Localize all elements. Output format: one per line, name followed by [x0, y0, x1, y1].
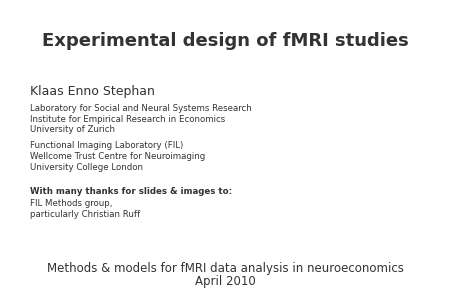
- Text: University of Zurich: University of Zurich: [30, 125, 115, 134]
- Text: FIL Methods group,: FIL Methods group,: [30, 200, 112, 208]
- Text: particularly Christian Ruff: particularly Christian Ruff: [30, 210, 140, 219]
- Text: Methods & models for fMRI data analysis in neuroeconomics: Methods & models for fMRI data analysis …: [46, 262, 404, 275]
- Text: Wellcome Trust Centre for Neuroimaging: Wellcome Trust Centre for Neuroimaging: [30, 152, 205, 161]
- Text: Functional Imaging Laboratory (FIL): Functional Imaging Laboratory (FIL): [30, 142, 183, 151]
- Text: Klaas Enno Stephan: Klaas Enno Stephan: [30, 85, 155, 98]
- Text: April 2010: April 2010: [194, 275, 256, 288]
- Text: Institute for Empirical Research in Economics: Institute for Empirical Research in Econ…: [30, 115, 225, 124]
- Text: Experimental design of fMRI studies: Experimental design of fMRI studies: [41, 32, 409, 50]
- Text: With many thanks for slides & images to:: With many thanks for slides & images to:: [30, 187, 232, 196]
- Text: University College London: University College London: [30, 163, 143, 172]
- Text: Laboratory for Social and Neural Systems Research: Laboratory for Social and Neural Systems…: [30, 104, 252, 113]
